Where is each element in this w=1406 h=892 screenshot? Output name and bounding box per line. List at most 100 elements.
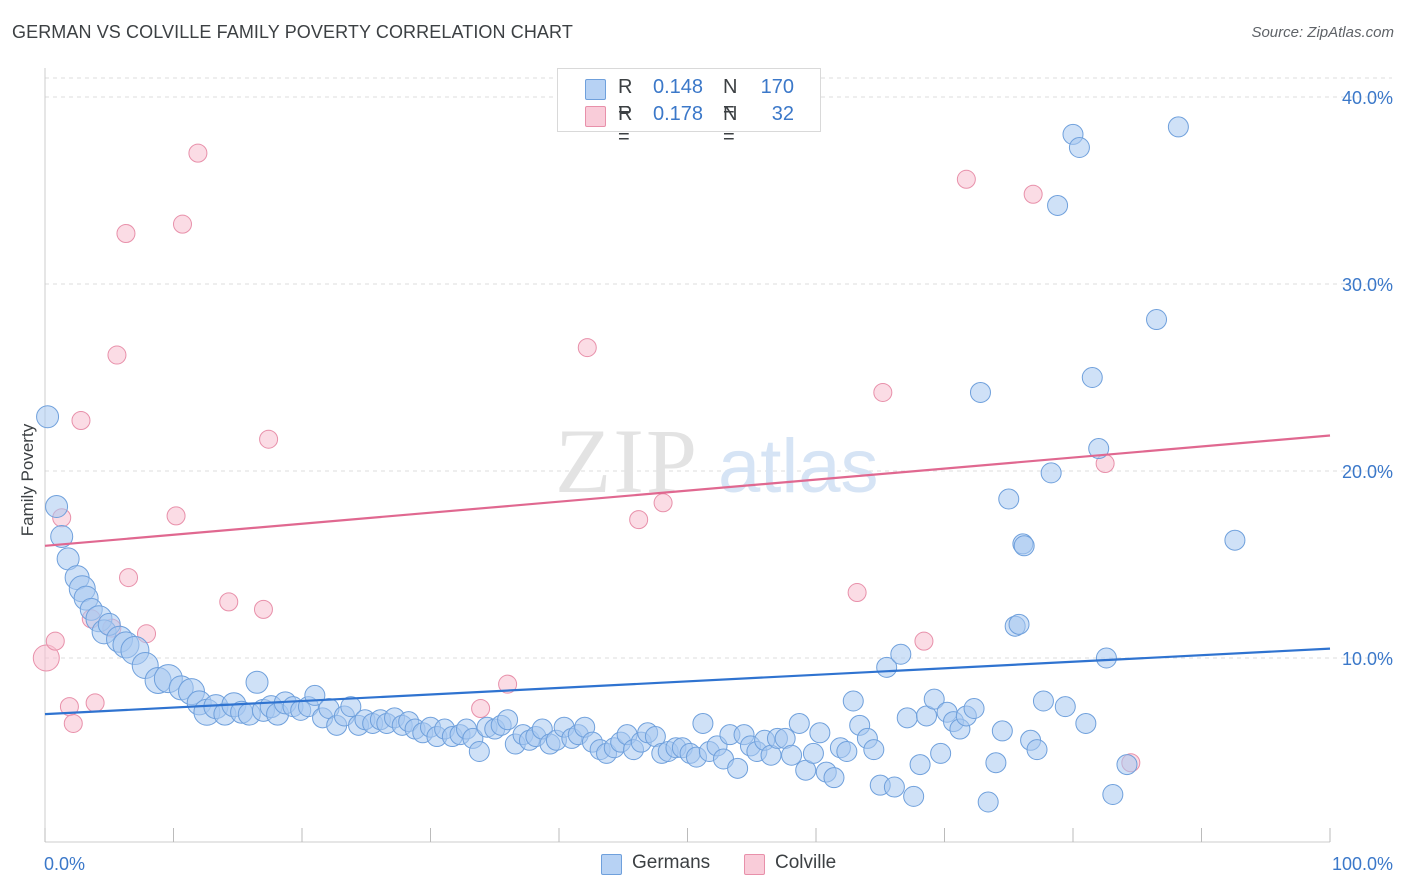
colville-point xyxy=(629,510,649,530)
german-point xyxy=(991,720,1013,742)
german-point xyxy=(969,381,991,403)
german-point xyxy=(1146,309,1168,331)
colville-point xyxy=(914,631,934,651)
german-point xyxy=(842,690,864,712)
german-point xyxy=(1102,784,1124,806)
german-point xyxy=(727,757,749,779)
colville-swatch xyxy=(585,106,606,127)
german-point xyxy=(903,785,925,807)
colville-points xyxy=(32,143,1141,773)
german-point xyxy=(963,697,985,719)
colville-point xyxy=(32,644,60,672)
german-point xyxy=(977,791,999,813)
german-point xyxy=(1047,194,1069,216)
colville-point xyxy=(577,338,597,358)
stats-legend: R = 0.148 N = 170 R = 0.178 N = 32 xyxy=(557,68,821,148)
tick-labels: 10.0% 20.0% 30.0% 40.0% 0.0% 100.0% xyxy=(44,88,1393,874)
germans-legend-swatch xyxy=(601,854,622,875)
colville-point xyxy=(471,698,491,718)
y-tick-label: 40.0% xyxy=(1342,88,1393,108)
colville-point xyxy=(956,169,976,189)
german-point xyxy=(245,670,269,694)
colville-point xyxy=(63,713,83,733)
colville-point xyxy=(188,143,208,163)
grid-lines xyxy=(45,77,1392,659)
x-tick-label-min: 0.0% xyxy=(44,854,85,874)
german-point xyxy=(36,405,60,429)
german-point xyxy=(692,712,714,734)
german-point xyxy=(1116,754,1138,776)
colville-point xyxy=(1023,184,1043,204)
n-label: N = xyxy=(723,103,738,148)
colville-point xyxy=(166,506,186,526)
german-point xyxy=(930,742,952,764)
german-point xyxy=(809,722,831,744)
german-trend-line xyxy=(44,647,1331,716)
german-point xyxy=(468,741,490,762)
colville-point xyxy=(45,631,65,651)
german-point xyxy=(863,739,885,761)
colville-point xyxy=(219,592,239,612)
german-point xyxy=(497,709,519,731)
german-point xyxy=(985,752,1007,774)
colville-point xyxy=(847,583,867,603)
german-point xyxy=(890,643,912,665)
german-point xyxy=(1088,438,1110,460)
german-point xyxy=(1075,712,1097,734)
german-point xyxy=(823,767,845,789)
trend-lines xyxy=(44,434,1331,716)
n-value: 170 xyxy=(760,76,794,98)
german-point xyxy=(1040,462,1062,484)
colville-point xyxy=(498,674,518,694)
colville-point xyxy=(119,568,139,588)
x-tick-label-max: 100.0% xyxy=(1332,854,1393,874)
german-point xyxy=(1068,136,1090,158)
german-point xyxy=(1013,535,1035,557)
colville-legend-label: Colville xyxy=(775,852,837,873)
y-axis-label: Family Poverty xyxy=(18,423,37,537)
german-point xyxy=(1081,367,1103,388)
colville-point xyxy=(653,493,673,513)
y-tick-label: 20.0% xyxy=(1342,462,1393,482)
german-point xyxy=(1167,116,1189,138)
german-point xyxy=(909,754,931,776)
german-point xyxy=(340,696,362,718)
germans-legend-label: Germans xyxy=(632,852,711,873)
german-point xyxy=(1054,696,1076,718)
colville-trend-line xyxy=(44,434,1331,547)
german-point xyxy=(1008,613,1030,635)
n-value: 32 xyxy=(771,103,794,125)
german-point xyxy=(836,741,858,762)
colville-point xyxy=(873,382,893,402)
colville-point xyxy=(116,224,136,244)
colville-point xyxy=(71,411,91,431)
german-point xyxy=(998,488,1020,510)
german-point xyxy=(1224,529,1246,551)
colville-point xyxy=(107,345,127,365)
r-label: R = xyxy=(618,103,633,148)
source-label: Source: ZipAtlas.com xyxy=(1251,24,1394,41)
german-point xyxy=(788,712,810,734)
colville-legend-swatch xyxy=(744,854,765,875)
german-point xyxy=(1095,647,1117,669)
colville-point xyxy=(259,429,279,449)
colville-point xyxy=(172,214,192,234)
german-point xyxy=(896,707,918,729)
n-label: N = xyxy=(723,76,738,121)
r-value: 0.148 xyxy=(653,76,704,98)
y-tick-label: 10.0% xyxy=(1342,649,1393,669)
colville-point xyxy=(85,693,105,713)
r-label: R = xyxy=(618,76,633,121)
germans-swatch xyxy=(585,79,606,100)
german-point xyxy=(883,776,905,798)
german-point xyxy=(45,495,69,519)
german-point xyxy=(1032,690,1054,712)
colville-point xyxy=(253,599,273,619)
german-point xyxy=(923,688,945,710)
r-value: 0.178 xyxy=(653,103,704,125)
german-point xyxy=(781,744,803,766)
y-tick-label: 30.0% xyxy=(1342,275,1393,295)
watermark: ZIP atlas xyxy=(555,410,879,512)
german-point xyxy=(802,742,824,764)
german-point xyxy=(50,524,74,548)
